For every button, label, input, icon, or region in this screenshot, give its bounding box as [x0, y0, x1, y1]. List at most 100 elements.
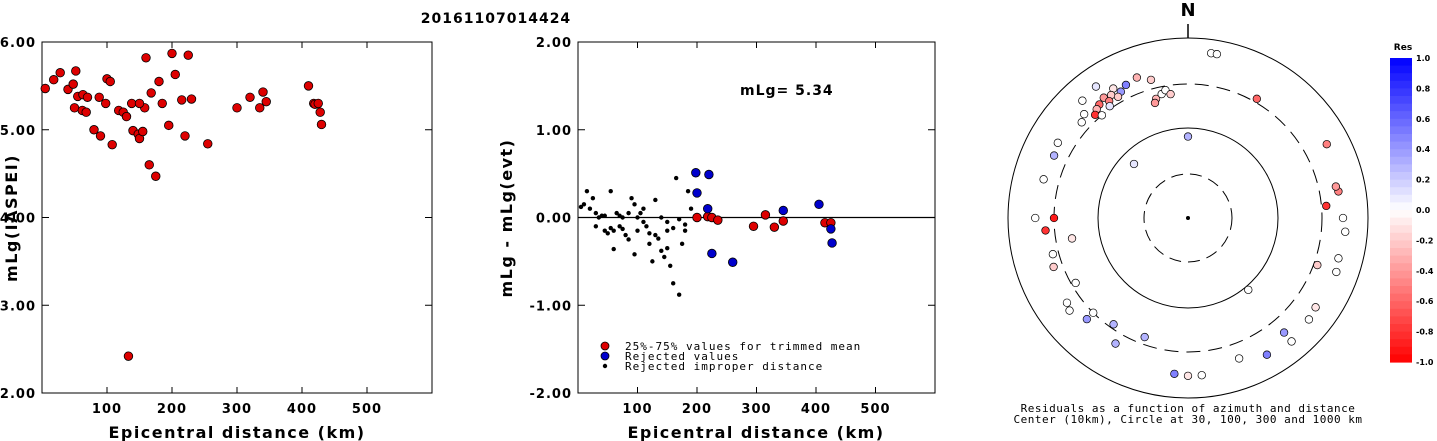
colorbar-tick-label: -0.8	[1416, 328, 1434, 337]
colorbar-cell	[1390, 225, 1412, 234]
colorbar-tick-label: -0.6	[1416, 297, 1434, 306]
colorbar-cell	[1390, 111, 1412, 120]
colorbar-cell	[1390, 73, 1412, 82]
data-point	[748, 221, 759, 231]
data-point	[584, 188, 590, 194]
colorbar-tick-label: 0.0	[1416, 206, 1431, 215]
data-point	[95, 131, 106, 141]
polar-data-point	[1071, 278, 1080, 288]
data-point	[313, 98, 323, 109]
polar-data-point	[1111, 339, 1120, 348]
colorbar-cell	[1390, 232, 1412, 241]
polar-data-point	[1041, 226, 1050, 235]
data-point	[611, 246, 616, 252]
polar-data-point	[1049, 213, 1059, 223]
polar-caption-line1: Residuals as a function of azimuth and d…	[1021, 402, 1356, 415]
data-point	[590, 195, 596, 201]
colorbar-cell	[1390, 141, 1412, 150]
polar-caption-line2: Center (10km), Circle at 30, 100, 300 an…	[1013, 413, 1362, 426]
y-tick-label: 6.00	[0, 36, 36, 51]
legend-label-trimmed: 25%-75% values for trimmed mean	[625, 340, 861, 353]
colorbar-cell	[1390, 331, 1412, 340]
data-point	[105, 76, 115, 87]
data-point	[608, 225, 613, 231]
polar-data-point	[1252, 94, 1261, 103]
polar-data-point	[1338, 213, 1348, 223]
data-point	[665, 246, 670, 251]
polar-data-point	[1078, 96, 1087, 105]
data-point	[605, 231, 610, 236]
data-point	[55, 68, 65, 78]
polar-data-point	[1097, 111, 1107, 120]
legend-label-rejected: Rejected values	[625, 350, 739, 363]
legend-marker-rejected	[600, 351, 610, 361]
colorbar-cell	[1390, 126, 1412, 135]
data-point	[164, 120, 174, 131]
y-tick-label: 3.00	[0, 299, 36, 314]
colorbar-cell	[1390, 202, 1412, 211]
polar-data-point	[1322, 140, 1331, 149]
colorbar-cell	[1390, 240, 1412, 249]
polar-data-point	[1150, 98, 1160, 108]
data-point	[89, 125, 99, 135]
data-point	[641, 219, 646, 225]
legend-marker-trimmed	[600, 341, 610, 351]
data-point	[593, 210, 599, 216]
colorbar-cell	[1390, 217, 1412, 226]
data-point	[682, 222, 688, 227]
data-point	[81, 107, 91, 117]
data-point	[632, 202, 637, 207]
data-point	[647, 231, 652, 236]
polar-data-point	[1170, 369, 1179, 379]
colorbar-cell	[1390, 346, 1412, 355]
colorbar-cell	[1390, 172, 1412, 181]
polar-data-point	[1031, 213, 1040, 223]
data-point	[157, 98, 167, 109]
colorbar-cell	[1390, 58, 1412, 67]
y-tick-label: 2.00	[536, 36, 572, 51]
data-point	[94, 92, 104, 102]
data-point	[814, 199, 824, 210]
epicenter-marker	[1186, 216, 1190, 220]
polar-data-point	[1039, 175, 1048, 184]
polar-data-point	[1067, 234, 1077, 243]
residual-colorbar: Res 1.0 0.8 0.6 0.4 0.2 0.0 -0.2 -0.4 -0.6 -0.8 -1…	[1390, 43, 1434, 367]
colorbar-cell	[1390, 286, 1412, 295]
polar-data-point	[1334, 254, 1343, 263]
data-point	[107, 139, 117, 150]
data-point	[659, 248, 664, 254]
polar-data-point	[1048, 250, 1058, 259]
data-point	[647, 241, 652, 247]
data-point	[578, 204, 584, 210]
north-label: N	[1180, 0, 1195, 21]
data-point	[167, 48, 177, 59]
colorbar-cell	[1390, 293, 1412, 302]
data-point	[665, 228, 670, 233]
polar-data-point	[1053, 138, 1062, 147]
x-tick-label: 200	[682, 402, 712, 417]
azimuth-residual-polar-plot: N Residuals as a function of azimuth and…	[1007, 0, 1369, 426]
data-point	[632, 252, 637, 257]
data-point	[183, 50, 193, 60]
data-point	[623, 232, 628, 238]
data-point	[827, 238, 837, 248]
colorbar-cell	[1390, 354, 1412, 363]
data-point	[704, 169, 714, 180]
circle-30km	[1143, 173, 1233, 263]
polar-data-point	[1129, 159, 1139, 169]
data-point	[760, 210, 771, 220]
data-point	[691, 168, 701, 178]
colorbar-cell	[1390, 134, 1412, 143]
data-point	[679, 241, 685, 247]
polar-data-point	[1244, 285, 1253, 295]
polar-data-point	[1341, 227, 1350, 236]
data-point	[659, 215, 664, 220]
data-point	[620, 226, 625, 232]
data-point	[68, 79, 78, 89]
colorbar-cell	[1390, 80, 1412, 89]
colorbar-tick-label: 0.6	[1416, 115, 1431, 124]
data-point	[826, 224, 836, 234]
colorbar-cell	[1390, 156, 1412, 165]
data-point	[626, 237, 631, 242]
colorbar-cell	[1390, 301, 1412, 310]
